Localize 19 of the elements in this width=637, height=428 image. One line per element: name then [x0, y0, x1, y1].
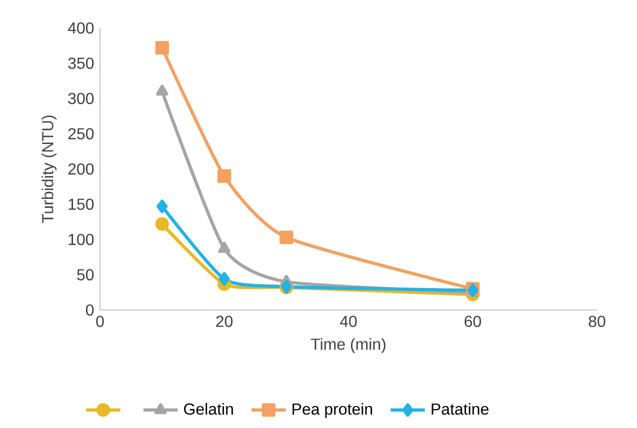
- y-tick-label: 150: [68, 198, 94, 210]
- legend-label: Gelatin: [184, 402, 233, 415]
- legend-label: Patatine: [432, 402, 488, 415]
- y-tick-label: 300: [68, 92, 94, 104]
- y-axis-title: Turbidity (NTU): [42, 116, 57, 224]
- y-tick-label: 0: [86, 304, 94, 316]
- x-tick-label: 20: [216, 316, 233, 328]
- y-tick-label: 400: [68, 22, 94, 34]
- y-tick-label: 50: [77, 269, 94, 280]
- legend-label: Pea protein: [292, 402, 372, 418]
- x-tick-label: 40: [340, 316, 357, 328]
- x-tick-label: 80: [588, 316, 606, 328]
- y-tick-label: 100: [68, 234, 94, 246]
- y-tick-label: 200: [68, 163, 94, 175]
- y-tick-label: 250: [68, 128, 94, 140]
- x-tick-label: 60: [464, 316, 482, 328]
- x-axis-title: Time (min): [310, 338, 386, 354]
- y-tick-label: 350: [68, 58, 94, 69]
- x-tick-label: 0: [96, 316, 104, 328]
